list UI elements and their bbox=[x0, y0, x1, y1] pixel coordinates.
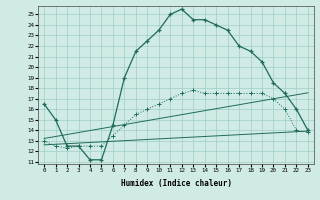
X-axis label: Humidex (Indice chaleur): Humidex (Indice chaleur) bbox=[121, 179, 231, 188]
